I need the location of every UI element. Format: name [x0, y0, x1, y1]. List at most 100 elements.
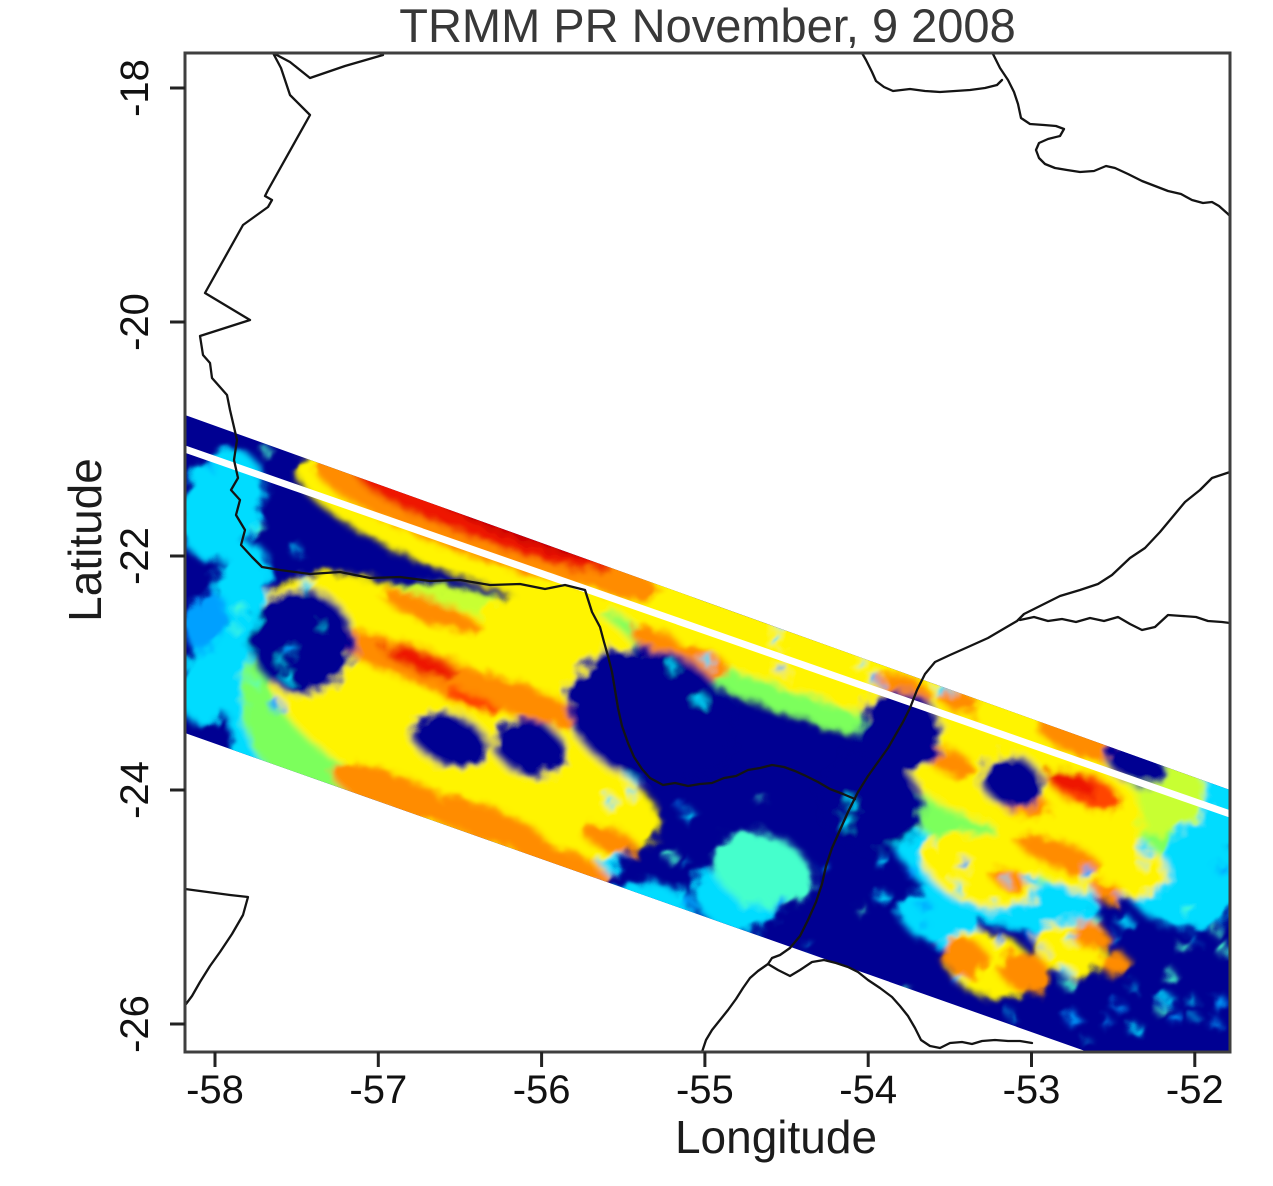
precip-speckle — [919, 899, 930, 911]
precip-speckle — [1008, 1012, 1015, 1019]
precip-speckle — [1217, 942, 1229, 955]
precip-speckle — [917, 656, 924, 663]
precip-speckle — [953, 882, 963, 893]
border-line — [271, 53, 385, 80]
precip-speckle — [236, 604, 247, 616]
precip-speckle — [1002, 874, 1011, 883]
precip-speckle — [977, 913, 985, 921]
x-tick-label: -54 — [839, 1068, 897, 1112]
precip-speckle — [1060, 966, 1070, 976]
border-line — [185, 887, 250, 1006]
precip-cell — [626, 961, 710, 1043]
precip-speckle — [1178, 942, 1189, 953]
precip-speckle — [1087, 890, 1096, 899]
precip-speckle — [1066, 1012, 1079, 1025]
precip-speckle — [940, 597, 952, 609]
precip-speckle — [1161, 890, 1170, 899]
precip-speckle — [1189, 880, 1196, 887]
map-borders — [185, 53, 1230, 1052]
precip-speckle — [668, 662, 678, 672]
precip-speckle — [857, 659, 864, 667]
plot-border — [183, 51, 1232, 1054]
precip-speckle — [774, 896, 787, 908]
precip-speckle — [270, 699, 284, 713]
precip-speckle — [1027, 912, 1040, 925]
precip-speckle — [775, 618, 787, 629]
precip-speckle — [994, 934, 1004, 944]
precip-speckle — [606, 937, 614, 945]
precip-speckle — [1104, 1019, 1112, 1028]
precip-speckle — [1067, 934, 1077, 944]
precip-speckle — [409, 995, 417, 1003]
precip-speckle — [583, 920, 591, 928]
precip-speckle — [840, 816, 853, 829]
precip-cell — [439, 687, 497, 713]
precip-speckle — [682, 860, 689, 867]
precip-speckle — [935, 684, 949, 697]
x-tick-label: -56 — [513, 1068, 571, 1112]
precip-speckle — [1080, 866, 1094, 880]
precip-speckle — [1156, 1006, 1166, 1016]
precip-speckle — [282, 672, 293, 683]
precip-speckle — [737, 893, 751, 907]
precip-speckle — [276, 657, 285, 665]
border-line — [198, 53, 857, 801]
precip-cell — [382, 646, 458, 678]
border-line — [860, 53, 1004, 94]
precip-speckle — [682, 896, 695, 909]
precip-speckle — [1190, 937, 1198, 944]
precip-cell — [411, 792, 549, 852]
precip-speckle — [1204, 909, 1215, 920]
precip-speckle — [862, 644, 872, 654]
precip-speckle — [1215, 998, 1229, 1011]
precip-speckle — [964, 1028, 978, 1041]
precip-speckle — [1028, 933, 1037, 942]
precip-cell — [999, 951, 1051, 993]
precip-speckle — [1041, 947, 1047, 954]
precip-cell — [452, 671, 588, 729]
precip-cell — [510, 840, 610, 884]
precip-speckle — [495, 880, 508, 893]
x-tick-label: -53 — [1003, 1068, 1061, 1112]
y-tick-label: -24 — [113, 761, 157, 819]
precip-speckle — [1213, 827, 1220, 833]
precip-cell — [581, 824, 639, 856]
precip-speckle — [317, 621, 324, 628]
precip-speckle — [1118, 915, 1132, 928]
axes: -58 -57 -56 -55 -54 -53 -52 -18 -20 -22 -24 -26 — [113, 59, 1224, 1112]
precip-speckle — [950, 1031, 956, 1037]
precip-cell — [185, 592, 228, 652]
precip-speckle — [959, 858, 970, 870]
precip-speckle — [683, 809, 695, 821]
precip-speckle — [606, 798, 616, 808]
precip-speckle — [664, 849, 676, 861]
precip-speckle — [992, 652, 1005, 664]
precip-speckle — [703, 655, 715, 667]
precip-speckle — [692, 692, 704, 705]
precip-speckle — [995, 903, 1003, 912]
precip-speckle — [1209, 1017, 1219, 1027]
precip-speckle — [1186, 996, 1196, 1006]
precip-speckle — [302, 581, 313, 592]
precip-speckle — [676, 802, 684, 809]
precip-speckle — [1142, 862, 1148, 868]
precip-cell — [1037, 718, 1123, 762]
x-tick-label: -58 — [186, 1068, 244, 1112]
precip-speckle — [860, 602, 872, 614]
precip-speckle — [753, 992, 760, 999]
precip-speckle — [698, 910, 705, 917]
precip-speckle — [871, 675, 882, 687]
precip-speckle — [533, 939, 544, 950]
precip-speckle — [906, 866, 917, 877]
precip-speckle — [1158, 1000, 1165, 1008]
y-tick-label: -20 — [113, 293, 157, 351]
precip-speckle — [299, 574, 306, 581]
precip-cell — [858, 690, 942, 774]
precip-speckle — [1200, 827, 1207, 833]
precip-cell — [214, 543, 270, 621]
x-tick-label: -55 — [676, 1068, 734, 1112]
precip-speckle — [650, 880, 660, 890]
x-tick-label: -57 — [349, 1068, 407, 1112]
precip-speckle — [1217, 863, 1228, 875]
